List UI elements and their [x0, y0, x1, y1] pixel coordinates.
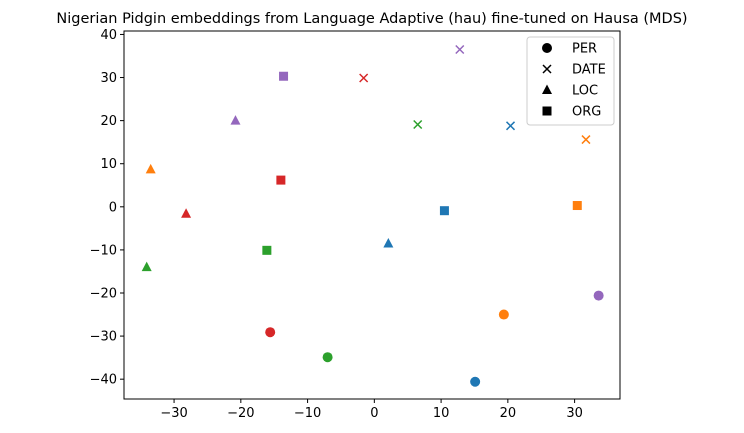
- data-point-circle-orange: [498, 309, 509, 320]
- x-tick-label: 30: [566, 406, 583, 421]
- legend-label-org: ORG: [572, 105, 601, 120]
- y-tick-label: −10: [90, 243, 117, 258]
- data-point-square-purple: [279, 71, 289, 81]
- legend-label-date: DATE: [572, 63, 606, 78]
- legend-label-per: PER: [572, 42, 597, 57]
- y-tick-label: 20: [100, 114, 117, 129]
- x-tick-label: 0: [370, 406, 378, 421]
- data-point-square-blue: [439, 206, 449, 216]
- y-tick-label: 10: [100, 157, 117, 172]
- data-point-triangle-orange: [145, 163, 156, 174]
- data-point-circle-red: [265, 327, 276, 338]
- legend-box: [526, 36, 615, 126]
- legend-triangle-icon: [542, 84, 552, 94]
- axes: −30 −20 −10 0 10 20 30 −40 −30 −20 −10 0 10 20 30 40: [90, 28, 621, 421]
- y-tick-label: −30: [90, 330, 117, 345]
- x-tick-label: −30: [160, 406, 187, 421]
- data-point-triangle-purple: [230, 115, 241, 125]
- data-point-circle-purple: [593, 290, 604, 301]
- data-point-x-blue: [505, 121, 516, 131]
- data-point-x-orange: [581, 135, 591, 145]
- data-point-square-orange: [572, 201, 582, 211]
- data-point-x-red: [359, 73, 369, 83]
- data-point-x-purple: [455, 44, 465, 55]
- legend-x-icon: [542, 64, 552, 74]
- data-point-square-red: [276, 175, 286, 185]
- x-tick-label: −10: [294, 406, 321, 421]
- legend-circle-icon: [542, 43, 552, 53]
- data-point-x-green: [413, 119, 423, 130]
- legend: PER DATE LOC ORG: [526, 36, 615, 126]
- y-tick-label: −20: [90, 286, 117, 301]
- x-tick-label: −20: [227, 406, 254, 421]
- y-tick-label: 0: [109, 200, 117, 215]
- data-point-circle-blue: [470, 376, 481, 387]
- chart-title: Nigerian Pidgin embeddings from Language…: [56, 11, 687, 27]
- y-tick-label: 40: [100, 28, 117, 43]
- data-point-triangle-green: [141, 261, 152, 272]
- x-tick-label: 10: [433, 406, 450, 421]
- x-tick-label: 20: [500, 406, 517, 421]
- data-point-triangle-blue: [383, 237, 394, 248]
- legend-square-icon: [542, 106, 552, 116]
- y-tick-label: 30: [100, 71, 117, 86]
- data-point-square-green: [262, 245, 272, 255]
- y-tick-label: −40: [90, 373, 117, 388]
- data-point-triangle-red: [181, 208, 192, 218]
- legend-label-loc: LOC: [572, 84, 598, 99]
- axes-frame: [123, 30, 621, 400]
- plot-area: [141, 44, 604, 387]
- data-point-circle-green: [322, 352, 333, 363]
